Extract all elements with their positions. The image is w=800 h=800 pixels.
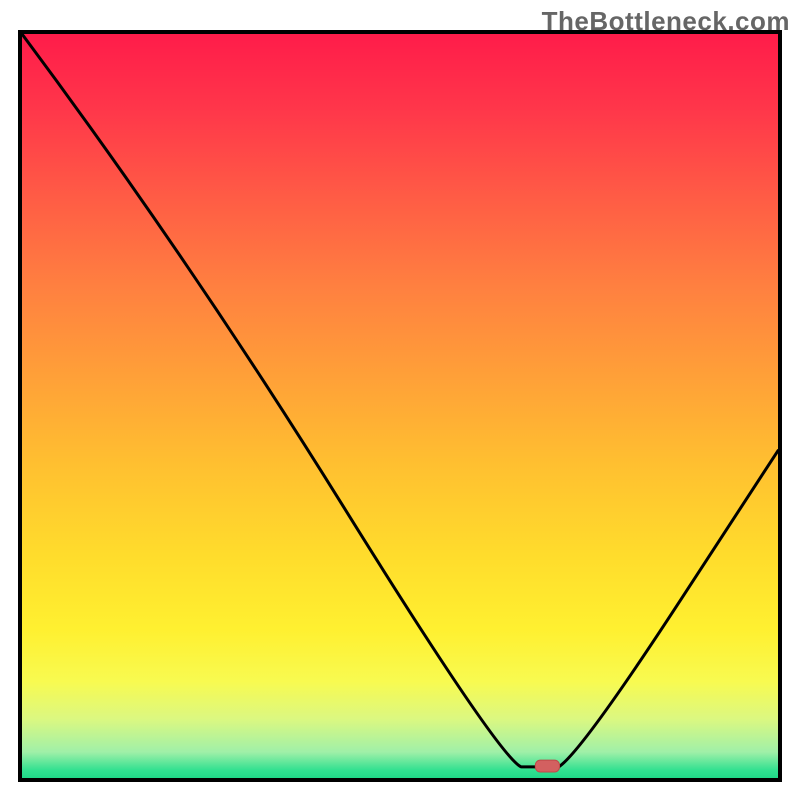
- page-root: TheBottleneck.com: [0, 0, 800, 800]
- chart-svg: [18, 30, 782, 782]
- chart-gradient-bg: [22, 34, 778, 778]
- optimal-marker: [535, 760, 559, 772]
- bottleneck-chart: [18, 30, 782, 782]
